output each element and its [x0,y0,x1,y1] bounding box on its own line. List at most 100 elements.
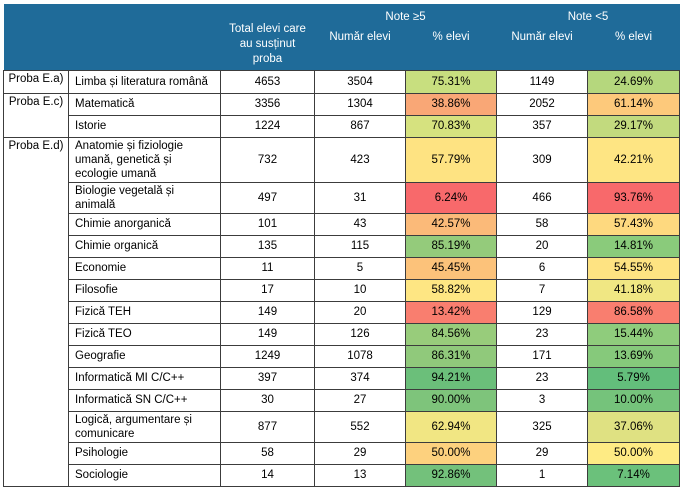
subject-cell: Psihologie [68,441,221,465]
pass-percent-cell: 13.42% [404,300,498,324]
subject-cell: Istorie [68,114,221,138]
fail-count-cell: 1149 [496,69,589,94]
pass-percent-cell: 84.56% [404,322,498,346]
fail-percent-cell: 15.44% [587,322,681,346]
header-corner-subject [68,4,221,50]
pass-percent-cell: 90.00% [404,388,498,412]
fail-percent-cell: 29.17% [587,114,681,138]
total-cell: 3356 [220,92,315,116]
table-header: Total elevi care au susținut proba Note … [3,4,680,70]
fail-count-cell: 357 [496,114,589,138]
pass-count-cell: 374 [314,366,406,390]
fail-count-cell: 20 [496,234,589,258]
total-cell: 732 [220,136,315,183]
total-cell: 135 [220,234,315,258]
pass-percent-cell: 62.94% [404,410,498,443]
fail-percent-cell: 37.06% [587,410,681,443]
fail-count-cell: 23 [496,366,589,390]
fail-percent-cell: 7.14% [587,463,681,487]
total-cell: 58 [220,441,315,465]
fail-count-cell: 29 [496,441,589,465]
subject-cell: Filosofie [68,278,221,302]
total-cell: 1224 [220,114,315,138]
proba-label: Proba E.d) [3,136,69,487]
fail-percent-cell: 54.55% [587,256,681,280]
pass-count-cell: 31 [314,181,406,214]
subject-cell: Biologie vegetală și animală [68,181,221,214]
table-row: Informatică MI C/C++ 397 374 94.21% 23 5.79% [4,366,681,390]
table-row: Filosofie 17 10 58.82% 7 41.18% [4,278,681,302]
header-fail-count: Număr elevi [496,30,588,70]
pass-percent-cell: 92.86% [404,463,498,487]
table-row: Sociologie 14 13 92.86% 1 7.14% [4,463,681,487]
pass-count-cell: 867 [314,114,406,138]
total-cell: 149 [220,300,315,324]
fail-percent-cell: 57.43% [587,212,681,236]
table-row: Geografie 1249 1078 86.31% 171 13.69% [4,344,681,368]
pass-count-cell: 20 [314,300,406,324]
total-cell: 4653 [220,69,315,94]
results-table: Total elevi care au susținut proba Note … [3,4,681,487]
fail-percent-cell: 86.58% [587,300,681,324]
total-cell: 877 [220,410,315,443]
table-row: Istorie 1224 867 70.83% 357 29.17% [4,114,681,138]
table-row: Proba E.a) Limba și literatura română 4653… [3,69,681,94]
fail-count-cell: 1 [496,463,589,487]
fail-percent-cell: 24.69% [587,69,681,94]
total-cell: 497 [220,181,315,214]
subject-cell: Logică, argumentare și comunicare [68,410,221,443]
fail-count-cell: 3 [496,388,589,412]
table-row: Proba E.c) Matematică 3356 1304 38.86% 2052 61… [3,92,681,138]
subject-cell: Anatomie și fiziologie umană, genetică ș… [68,136,221,183]
header-pass-pct: % elevi [405,30,497,70]
header-total: Total elevi care au susținut proba [220,4,315,70]
subject-cell: Informatică SN C/C++ [68,388,221,412]
table-row: Chimie organică 135 115 85.19% 20 14.81% [4,234,681,258]
total-cell: 101 [220,212,315,236]
total-cell: 30 [220,388,315,412]
fail-percent-cell: 50.00% [587,441,681,465]
header-corner-subject-bottom [68,50,221,70]
pass-percent-cell: 50.00% [404,441,498,465]
subject-cell: Matematică [68,92,221,116]
pass-percent-cell: 42.57% [404,212,498,236]
table-row: Economie 11 5 45.45% 6 54.55% [4,256,681,280]
pass-count-cell: 115 [314,234,406,258]
subject-cell: Fizică TEO [68,322,221,346]
subject-cell: Chimie anorganică [68,212,221,236]
fail-count-cell: 7 [496,278,589,302]
fail-count-cell: 325 [496,410,589,443]
total-cell: 1249 [220,344,315,368]
fail-percent-cell: 10.00% [587,388,681,412]
header-corner [3,4,69,50]
header-group-fail: Note <5 [496,4,680,30]
header-pass-count: Număr elevi [314,30,406,70]
pass-count-cell: 3504 [314,69,406,94]
total-cell: 17 [220,278,315,302]
pass-count-cell: 1078 [314,344,406,368]
table-row: Fizică TEO 149 126 84.56% 23 15.44% [4,322,681,346]
subject-cell: Sociologie [68,463,221,487]
table-row: Fizică TEH 149 20 13.42% 129 86.58% [4,300,681,324]
pass-percent-cell: 58.82% [404,278,498,302]
pass-count-cell: 552 [314,410,406,443]
fail-percent-cell: 13.69% [587,344,681,368]
fail-count-cell: 171 [496,344,589,368]
pass-percent-cell: 45.45% [404,256,498,280]
pass-count-cell: 5 [314,256,406,280]
subject-cell: Informatică MI C/C++ [68,366,221,390]
pass-percent-cell: 86.31% [404,344,498,368]
fail-count-cell: 2052 [496,92,589,116]
table-body: Proba E.a) Limba și literatura română 4653… [3,69,681,487]
pass-percent-cell: 75.31% [404,69,498,94]
table-row: Logică, argumentare și comunicare 877 552 6… [4,410,681,443]
total-cell: 397 [220,366,315,390]
fail-percent-cell: 41.18% [587,278,681,302]
pass-count-cell: 27 [314,388,406,412]
fail-count-cell: 58 [496,212,589,236]
total-cell: 149 [220,322,315,346]
table-row: Proba E.d) Anatomie și fiziologie umană, … [3,136,681,487]
proba-label: Proba E.c) [3,92,69,138]
subject-cell: Limba și literatura română [68,69,221,94]
header-group-pass: Note ≥5 [314,4,497,30]
